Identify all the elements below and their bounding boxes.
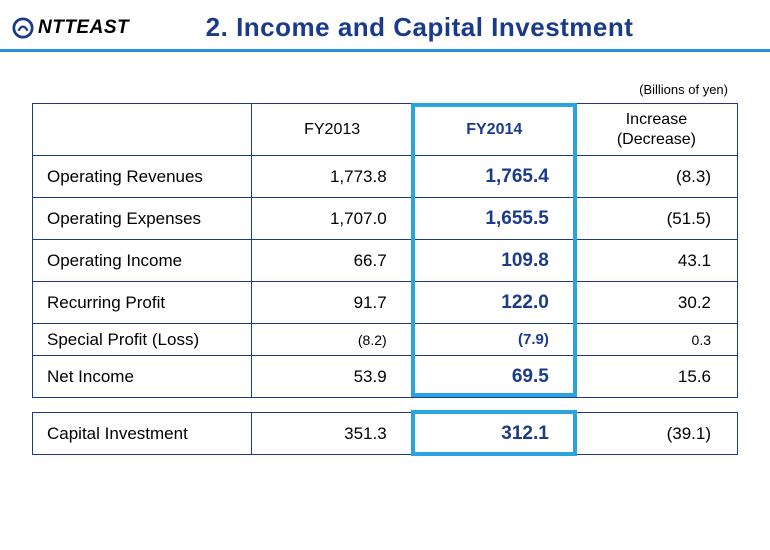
capital-fy2014: 312.1 [413, 413, 575, 455]
row-delta: (51.5) [575, 198, 737, 240]
table-row: Operating Expenses1,707.01,655.5(51.5) [33, 198, 738, 240]
brand-logo: NTTEAST [12, 17, 129, 39]
row-fy2014: 109.8 [413, 240, 575, 282]
row-fy2014: (7.9) [413, 324, 575, 356]
row-delta: 15.6 [575, 356, 737, 398]
page-header: NTTEAST 2. Income and Capital Investment [0, 0, 770, 52]
table-area: FY2013 FY2014 Increase (Decrease) Operat… [0, 103, 770, 455]
col-header-fy2014: FY2014 [413, 104, 575, 156]
capital-row: Capital Investment 351.3 312.1 (39.1) [33, 413, 738, 455]
capital-label: Capital Investment [33, 413, 252, 455]
row-delta: 0.3 [575, 324, 737, 356]
table-row: Recurring Profit91.7122.030.2 [33, 282, 738, 324]
page-title: 2. Income and Capital Investment [129, 12, 770, 43]
table-row: Special Profit (Loss)(8.2)(7.9)0.3 [33, 324, 738, 356]
row-fy2013: 91.7 [251, 282, 413, 324]
row-label: Operating Expenses [33, 198, 252, 240]
table-header-row: FY2013 FY2014 Increase (Decrease) [33, 104, 738, 156]
row-label: Operating Revenues [33, 156, 252, 198]
table-row: Net Income53.969.515.6 [33, 356, 738, 398]
row-fy2013: 66.7 [251, 240, 413, 282]
row-label: Recurring Profit [33, 282, 252, 324]
capital-fy2013: 351.3 [251, 413, 413, 455]
row-fy2014: 1,765.4 [413, 156, 575, 198]
row-label: Operating Income [33, 240, 252, 282]
col-header-fy2013: FY2013 [251, 104, 413, 156]
row-delta: 43.1 [575, 240, 737, 282]
col-header-blank [33, 104, 252, 156]
row-fy2014: 69.5 [413, 356, 575, 398]
row-fy2014: 122.0 [413, 282, 575, 324]
row-fy2013: 1,773.8 [251, 156, 413, 198]
table-row: Operating Revenues1,773.81,765.4(8.3) [33, 156, 738, 198]
row-delta: (8.3) [575, 156, 737, 198]
row-fy2014: 1,655.5 [413, 198, 575, 240]
row-fy2013: 53.9 [251, 356, 413, 398]
unit-label: (Billions of yen) [0, 52, 770, 103]
capital-table: Capital Investment 351.3 312.1 (39.1) [32, 412, 738, 455]
capital-delta: (39.1) [575, 413, 737, 455]
table-row: Operating Income66.7109.843.1 [33, 240, 738, 282]
row-fy2013: (8.2) [251, 324, 413, 356]
row-label: Special Profit (Loss) [33, 324, 252, 356]
col-header-delta: Increase (Decrease) [575, 104, 737, 156]
ntt-logo-icon [12, 17, 34, 39]
row-label: Net Income [33, 356, 252, 398]
brand-text: NTTEAST [38, 17, 129, 39]
income-table: FY2013 FY2014 Increase (Decrease) Operat… [32, 103, 738, 398]
row-delta: 30.2 [575, 282, 737, 324]
row-fy2013: 1,707.0 [251, 198, 413, 240]
